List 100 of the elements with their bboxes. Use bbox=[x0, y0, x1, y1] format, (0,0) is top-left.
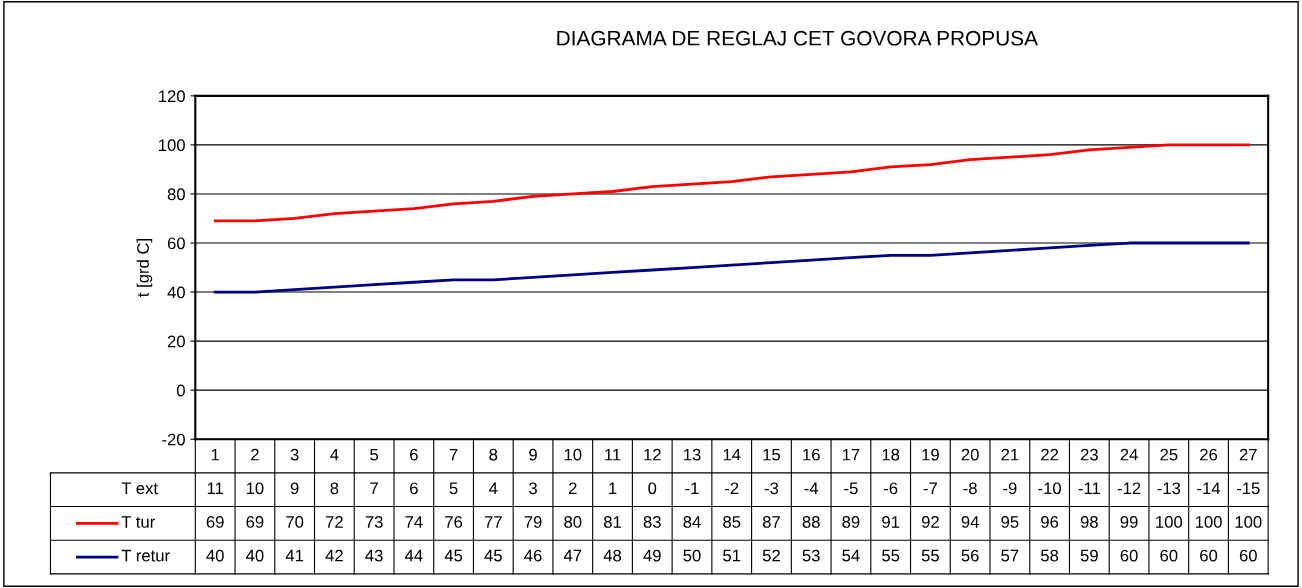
data-label: 49 bbox=[643, 549, 661, 562]
data-label: 85 bbox=[723, 516, 741, 528]
x-tick-label: 17 bbox=[842, 448, 860, 461]
text: 5 bbox=[449, 482, 458, 495]
y-tick-label: 120 bbox=[159, 90, 185, 103]
data-label: 74 bbox=[405, 516, 423, 528]
text: -4 bbox=[804, 482, 819, 495]
y-tick-label: 60 bbox=[167, 237, 185, 250]
x-tick-label: 10 bbox=[564, 448, 582, 461]
x-tick-label: 14 bbox=[723, 448, 741, 461]
data-label: 77 bbox=[484, 516, 502, 528]
x-tick-label: 21 bbox=[1001, 448, 1019, 461]
data-label: 98 bbox=[1080, 516, 1098, 528]
text: 6 bbox=[410, 482, 418, 495]
x-tick-label: 18 bbox=[882, 448, 900, 461]
data-label: 83 bbox=[643, 516, 661, 528]
legend-label: T tur bbox=[121, 516, 155, 528]
x-tick-label: 12 bbox=[644, 448, 661, 461]
data-label: 76 bbox=[445, 516, 463, 528]
data-label: 51 bbox=[723, 549, 741, 562]
data-label: 69 bbox=[246, 516, 264, 528]
x-tick-label: 1 bbox=[211, 448, 219, 461]
x-tick-label: 4 bbox=[330, 448, 339, 461]
y-tick-label: 40 bbox=[167, 286, 185, 299]
data-label: 72 bbox=[325, 516, 343, 528]
text: -15 bbox=[1236, 482, 1260, 495]
text: -14 bbox=[1197, 482, 1221, 495]
data-label: 40 bbox=[246, 549, 264, 562]
data-label: 73 bbox=[365, 516, 383, 528]
data-label: 56 bbox=[961, 549, 979, 562]
x-tick-label: 25 bbox=[1160, 448, 1178, 461]
x-tick-label: 7 bbox=[449, 448, 458, 461]
text: T ext bbox=[121, 482, 158, 495]
data-label: 52 bbox=[762, 549, 780, 562]
text: 3 bbox=[529, 482, 537, 495]
x-tick-label: 22 bbox=[1041, 448, 1059, 461]
data-label: 95 bbox=[1001, 516, 1019, 528]
data-label: 70 bbox=[286, 516, 304, 528]
data-label: 45 bbox=[484, 549, 502, 562]
line-series bbox=[213, 143, 1250, 223]
x-tick-label: 19 bbox=[922, 448, 939, 461]
data-label: 48 bbox=[603, 549, 622, 562]
data-label: 43 bbox=[365, 549, 383, 562]
text: 0 bbox=[648, 482, 657, 495]
data-label: 87 bbox=[762, 516, 780, 528]
data-label: 41 bbox=[285, 549, 304, 562]
text: -10 bbox=[1038, 482, 1061, 495]
text: -5 bbox=[844, 482, 858, 495]
text: 10 bbox=[246, 482, 264, 495]
data-label: 57 bbox=[1001, 549, 1019, 562]
x-tick-label: 20 bbox=[961, 448, 979, 461]
text: -7 bbox=[923, 482, 937, 495]
x-tick-label: 11 bbox=[605, 448, 621, 461]
data-label: 92 bbox=[921, 516, 939, 528]
text: 11 bbox=[207, 482, 224, 495]
data-label: 94 bbox=[961, 516, 979, 528]
data-label: 100 bbox=[1195, 516, 1222, 528]
data-label: 58 bbox=[1041, 549, 1059, 562]
x-tick-label: 5 bbox=[370, 448, 379, 461]
x-tick-label: 23 bbox=[1080, 448, 1098, 461]
data-label: 96 bbox=[1041, 516, 1059, 528]
data-label: 100 bbox=[1235, 516, 1262, 528]
x-tick-label: 13 bbox=[683, 448, 701, 461]
x-tick-label: 3 bbox=[290, 448, 299, 461]
line-series bbox=[213, 241, 1250, 294]
data-label: 50 bbox=[683, 549, 701, 562]
chart-title: DIAGRAMA DE REGLAJ CET GOVORA PROPUSA bbox=[557, 30, 1038, 46]
x-tick-label: 8 bbox=[489, 448, 498, 461]
y-tick-label: 100 bbox=[159, 139, 185, 152]
y-axis-title: t [grd C] bbox=[136, 239, 153, 297]
x-tick-label: 6 bbox=[410, 448, 418, 461]
text: 8 bbox=[330, 482, 339, 495]
data-label: 89 bbox=[842, 516, 860, 528]
text: -2 bbox=[725, 482, 739, 495]
data-label: 60 bbox=[1120, 549, 1138, 562]
data-label: 79 bbox=[524, 516, 542, 528]
data-label: 55 bbox=[882, 549, 900, 562]
x-tick-label: 16 bbox=[803, 448, 820, 461]
text: -1 bbox=[685, 482, 699, 495]
text: -11 bbox=[1078, 482, 1100, 495]
data-label: 84 bbox=[683, 516, 701, 528]
text: -6 bbox=[884, 482, 898, 495]
x-tick-label: 24 bbox=[1120, 448, 1138, 461]
data-label: 55 bbox=[921, 549, 939, 562]
data-label: 42 bbox=[325, 549, 343, 562]
text: -3 bbox=[764, 482, 779, 495]
data-label: 60 bbox=[1239, 549, 1257, 562]
data-label: 47 bbox=[563, 549, 582, 562]
y-tick-label: 80 bbox=[167, 188, 185, 201]
x-tick-label: 27 bbox=[1239, 448, 1257, 461]
text: 1 bbox=[609, 482, 617, 495]
data-label: 46 bbox=[524, 549, 542, 562]
y-tick-label: -20 bbox=[162, 433, 185, 446]
data-label: 69 bbox=[206, 516, 224, 528]
data-label: 81 bbox=[603, 516, 621, 528]
legend-label: T retur bbox=[121, 549, 170, 562]
text: -9 bbox=[1003, 482, 1017, 495]
x-tick-label: 15 bbox=[763, 448, 781, 461]
text: 2 bbox=[568, 482, 577, 495]
x-tick-label: 26 bbox=[1200, 448, 1218, 461]
